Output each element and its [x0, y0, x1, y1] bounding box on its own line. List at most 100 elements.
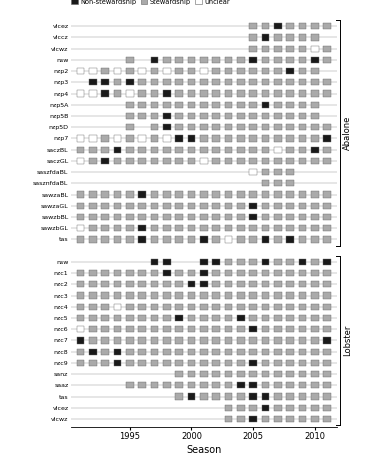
FancyBboxPatch shape [175, 292, 183, 299]
FancyBboxPatch shape [89, 68, 96, 74]
FancyBboxPatch shape [188, 225, 195, 231]
FancyBboxPatch shape [311, 360, 319, 366]
FancyBboxPatch shape [225, 214, 232, 220]
FancyBboxPatch shape [126, 68, 134, 74]
FancyBboxPatch shape [114, 236, 121, 242]
FancyBboxPatch shape [126, 124, 134, 130]
FancyBboxPatch shape [212, 371, 220, 377]
FancyBboxPatch shape [287, 102, 294, 108]
FancyBboxPatch shape [151, 236, 158, 242]
FancyBboxPatch shape [262, 348, 269, 355]
FancyBboxPatch shape [200, 326, 208, 332]
FancyBboxPatch shape [138, 337, 146, 343]
FancyBboxPatch shape [101, 203, 109, 209]
FancyBboxPatch shape [212, 146, 220, 153]
FancyBboxPatch shape [299, 102, 307, 108]
FancyBboxPatch shape [212, 225, 220, 231]
FancyBboxPatch shape [114, 135, 121, 141]
FancyBboxPatch shape [89, 360, 96, 366]
FancyBboxPatch shape [212, 79, 220, 85]
FancyBboxPatch shape [76, 337, 84, 343]
FancyBboxPatch shape [76, 225, 84, 231]
FancyBboxPatch shape [200, 382, 208, 388]
FancyBboxPatch shape [323, 259, 331, 265]
FancyBboxPatch shape [126, 214, 134, 220]
FancyBboxPatch shape [287, 371, 294, 377]
FancyBboxPatch shape [323, 158, 331, 164]
FancyBboxPatch shape [262, 180, 269, 186]
FancyBboxPatch shape [212, 191, 220, 198]
FancyBboxPatch shape [262, 146, 269, 153]
FancyBboxPatch shape [114, 90, 121, 97]
FancyBboxPatch shape [237, 225, 245, 231]
FancyBboxPatch shape [249, 236, 257, 242]
FancyBboxPatch shape [274, 405, 282, 411]
FancyBboxPatch shape [175, 326, 183, 332]
FancyBboxPatch shape [151, 382, 158, 388]
FancyBboxPatch shape [287, 270, 294, 276]
FancyBboxPatch shape [212, 348, 220, 355]
FancyBboxPatch shape [225, 57, 232, 63]
FancyBboxPatch shape [225, 68, 232, 74]
FancyBboxPatch shape [76, 146, 84, 153]
FancyBboxPatch shape [151, 124, 158, 130]
FancyBboxPatch shape [262, 259, 269, 265]
FancyBboxPatch shape [262, 203, 269, 209]
FancyBboxPatch shape [323, 405, 331, 411]
Legend: Non-stewardship, Stewardship, Unclear: Non-stewardship, Stewardship, Unclear [71, 0, 230, 5]
FancyBboxPatch shape [225, 102, 232, 108]
FancyBboxPatch shape [274, 270, 282, 276]
FancyBboxPatch shape [163, 360, 171, 366]
FancyBboxPatch shape [225, 236, 232, 242]
FancyBboxPatch shape [237, 158, 245, 164]
FancyBboxPatch shape [287, 90, 294, 97]
FancyBboxPatch shape [163, 214, 171, 220]
FancyBboxPatch shape [163, 79, 171, 85]
FancyBboxPatch shape [311, 79, 319, 85]
FancyBboxPatch shape [188, 158, 195, 164]
FancyBboxPatch shape [138, 281, 146, 287]
FancyBboxPatch shape [163, 90, 171, 97]
FancyBboxPatch shape [76, 315, 84, 321]
Text: Abalone: Abalone [343, 116, 352, 150]
FancyBboxPatch shape [188, 360, 195, 366]
FancyBboxPatch shape [311, 102, 319, 108]
FancyBboxPatch shape [76, 304, 84, 310]
FancyBboxPatch shape [138, 360, 146, 366]
FancyBboxPatch shape [101, 214, 109, 220]
FancyBboxPatch shape [212, 102, 220, 108]
FancyBboxPatch shape [89, 135, 96, 141]
FancyBboxPatch shape [225, 158, 232, 164]
FancyBboxPatch shape [274, 292, 282, 299]
FancyBboxPatch shape [274, 315, 282, 321]
FancyBboxPatch shape [274, 146, 282, 153]
FancyBboxPatch shape [138, 270, 146, 276]
FancyBboxPatch shape [225, 405, 232, 411]
FancyBboxPatch shape [225, 393, 232, 400]
FancyBboxPatch shape [175, 270, 183, 276]
FancyBboxPatch shape [175, 225, 183, 231]
FancyBboxPatch shape [138, 146, 146, 153]
FancyBboxPatch shape [287, 135, 294, 141]
FancyBboxPatch shape [274, 360, 282, 366]
FancyBboxPatch shape [76, 191, 84, 198]
FancyBboxPatch shape [262, 225, 269, 231]
FancyBboxPatch shape [299, 304, 307, 310]
FancyBboxPatch shape [163, 113, 171, 119]
FancyBboxPatch shape [249, 124, 257, 130]
FancyBboxPatch shape [311, 146, 319, 153]
FancyBboxPatch shape [262, 304, 269, 310]
FancyBboxPatch shape [299, 45, 307, 52]
FancyBboxPatch shape [299, 315, 307, 321]
FancyBboxPatch shape [101, 281, 109, 287]
FancyBboxPatch shape [225, 315, 232, 321]
FancyBboxPatch shape [114, 315, 121, 321]
FancyBboxPatch shape [89, 270, 96, 276]
FancyBboxPatch shape [151, 270, 158, 276]
FancyBboxPatch shape [225, 360, 232, 366]
FancyBboxPatch shape [212, 281, 220, 287]
FancyBboxPatch shape [89, 304, 96, 310]
FancyBboxPatch shape [151, 203, 158, 209]
FancyBboxPatch shape [200, 281, 208, 287]
FancyBboxPatch shape [126, 315, 134, 321]
